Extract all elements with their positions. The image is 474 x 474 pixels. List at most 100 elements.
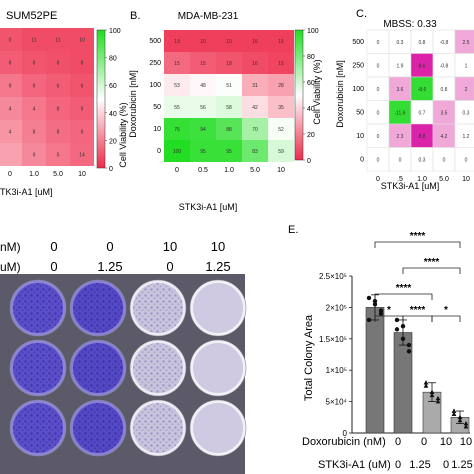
cell-label: 3.6 <box>397 87 404 93</box>
heatmap-cell <box>46 120 70 143</box>
heatmap-cell <box>268 118 294 140</box>
cell-label: 10 <box>200 39 206 45</box>
panel-c: C. MBSS: 0.33 0 0.3 0.8 -0.8 2.50 1.9 8.6 -0.8 1… <box>335 8 474 191</box>
colorbar-tick-label: 20 <box>109 138 117 145</box>
data-point <box>429 392 435 398</box>
heatmap-cell <box>190 96 216 118</box>
x-tick-label: 1.0 <box>417 176 427 183</box>
colony-texture <box>13 403 63 453</box>
y-tick-label: 10 <box>356 133 364 140</box>
cell-label: 70 <box>252 127 258 133</box>
cell-label: 0.3 <box>419 157 426 163</box>
data-point <box>463 420 469 426</box>
cell-label: 8 <box>57 130 60 136</box>
cell-label: 2 <box>465 87 468 93</box>
heatmap-cell <box>242 118 268 140</box>
heatmap-cell <box>22 143 46 166</box>
heatmap-cell <box>216 118 242 140</box>
well-stain <box>193 343 243 393</box>
panel-c-title: MBSS: 0.33 <box>383 19 437 30</box>
cell-label: 15 <box>278 61 284 67</box>
cell-label: 0.3 <box>397 40 404 46</box>
heatmap-cell <box>268 52 294 74</box>
heatmap-cell <box>268 140 294 162</box>
cell-label: 56 <box>200 105 206 111</box>
colorbar-tick-label: 40 <box>307 106 315 113</box>
condition-value: 0 <box>395 436 401 448</box>
data-point <box>400 336 406 341</box>
heatmap-cell <box>0 143 22 166</box>
significance-bracket <box>402 315 433 322</box>
cell-label: 8 <box>57 61 60 67</box>
colorbar-rect <box>96 29 106 169</box>
heatmap-cell <box>268 74 294 96</box>
cell-label: 4 <box>33 107 36 113</box>
y-tick-label: 100 <box>149 82 161 89</box>
data-point <box>423 380 429 385</box>
heatmap-cell <box>242 30 268 52</box>
x-tick-label: 10 <box>78 171 86 178</box>
panel-a-title: SUM52PE <box>6 10 57 22</box>
heatmap-cell <box>216 140 242 162</box>
cell-label: 4.2 <box>441 134 448 140</box>
cell-label: 8.6 <box>419 63 426 69</box>
cell-label: 0 <box>9 38 12 44</box>
cell-label: 5 <box>57 153 60 159</box>
condition-value: 0 <box>443 459 449 471</box>
cell-label: 16 <box>252 39 258 45</box>
heatmap-cell <box>216 30 242 52</box>
cell-label: 4 <box>9 130 12 136</box>
panel-d-headers: 0 0 10 10 0 1.25 0 1.25 <box>50 239 230 274</box>
data-point <box>366 317 372 323</box>
significance-bracket <box>431 315 461 322</box>
x-tick-label: 0 <box>376 176 380 183</box>
panel-e-ylabel: Total Colony Area <box>303 314 315 401</box>
header-value: 10 <box>211 239 225 254</box>
header-value: 0 <box>166 259 173 274</box>
panel-a-heatmap: 0 11 11 10 8 8 8 8 9 9 6 6 4 4 8 9 4 8 8 6 9 5 14 0 1.0 5.0 10 <box>0 28 94 178</box>
cell-label: 10 <box>226 39 232 45</box>
colony-texture <box>13 283 63 333</box>
colorbar-tick-label: 60 <box>307 80 315 87</box>
heatmap-cell <box>70 97 94 120</box>
cell-label: 0 <box>465 157 468 163</box>
heatmap-cell <box>46 143 70 166</box>
significance-label: * <box>444 305 448 316</box>
colorbar-tick-label: 80 <box>307 54 315 61</box>
heatmap-cell <box>242 96 268 118</box>
data-point <box>423 383 429 388</box>
colony-texture <box>133 283 183 333</box>
panel-a-colorbar: 100 80 60 40 20 0 <box>96 28 121 173</box>
data-point <box>429 389 435 394</box>
colorbar-tick-label: 40 <box>109 111 117 118</box>
heatmap-cell <box>242 74 268 96</box>
y-tick-label: 250 <box>352 62 364 69</box>
header-value: 1.25 <box>205 259 230 274</box>
cell-label: -0.8 <box>440 40 449 46</box>
bar <box>365 307 385 434</box>
cell-label: 18 <box>226 61 232 67</box>
colorbar-tick-label: 0 <box>307 158 311 165</box>
y-tick-label: 0 <box>360 156 364 163</box>
panel-b-ylabel: Doxorubicin [nM] <box>128 70 138 138</box>
heatmap-cell <box>164 96 190 118</box>
panel-d: nM) uM) 0 0 10 10 0 1.25 0 1.25 <box>0 239 247 474</box>
data-point <box>378 311 384 316</box>
panel-c-xlabel: STK3i-A1 [uM] <box>381 181 440 191</box>
heatmap-cell <box>0 74 22 97</box>
significance-bracket <box>374 241 461 248</box>
cell-label: 6 <box>57 84 60 90</box>
cell-label: 0 <box>377 40 380 46</box>
heatmap-cell <box>70 74 94 97</box>
panel-e: E. Total Colony Area 0 5×10⁴ 1×10⁵ 1.5×10⁵ 2… <box>288 224 473 471</box>
cell-label: 8 <box>33 61 36 67</box>
cell-label: 0 <box>399 157 402 163</box>
panel-b-title: MDA-MB-231 <box>178 11 239 22</box>
data-point <box>406 342 412 348</box>
x-tick-label: 0 <box>175 167 179 174</box>
heatmap-cell <box>22 74 46 97</box>
cell-label: 8 <box>33 130 36 136</box>
panel-d-row1-label: nM) <box>0 240 21 254</box>
colorbar-tick-label: 0 <box>109 166 113 173</box>
